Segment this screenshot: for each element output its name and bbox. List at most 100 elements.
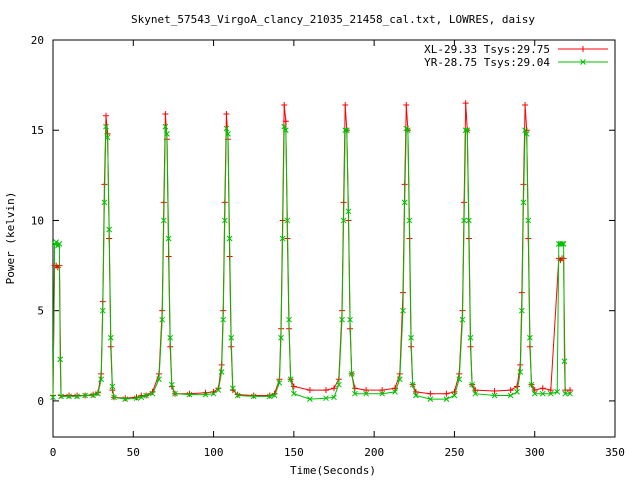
- data-point: [322, 387, 329, 394]
- data-point: [266, 392, 273, 399]
- data-point: [82, 392, 88, 399]
- data-point: [307, 396, 313, 402]
- x-tick-label: 0: [50, 446, 57, 459]
- data-point: [215, 387, 222, 393]
- data-point: [342, 101, 349, 108]
- data-point: [562, 390, 569, 397]
- series-layer: [50, 100, 574, 402]
- x-tick-label: 200: [364, 446, 384, 459]
- data-point: [514, 389, 520, 395]
- data-point: [107, 334, 114, 341]
- data-point: [413, 392, 419, 399]
- data-point: [225, 130, 231, 137]
- data-point: [472, 387, 479, 394]
- data-point: [554, 389, 561, 395]
- data-point: [409, 381, 416, 388]
- data-point: [396, 376, 403, 383]
- data-point: [323, 395, 329, 402]
- data-point: [342, 127, 349, 134]
- legend-label-xl: XL-29.33 Tsys:29.75: [424, 43, 550, 56]
- data-point: [106, 226, 113, 233]
- data-point: [443, 390, 450, 397]
- data-point: [525, 217, 532, 224]
- data-point: [291, 390, 297, 397]
- data-point: [186, 390, 193, 397]
- data-point: [122, 396, 129, 402]
- data-point: [491, 392, 498, 399]
- data-point: [186, 391, 193, 398]
- y-tick-label: 20: [31, 34, 44, 47]
- data-point: [279, 235, 286, 242]
- data-point: [250, 393, 257, 400]
- y-tick-label: 5: [37, 305, 44, 318]
- x-tick-label: 300: [525, 446, 545, 459]
- data-point: [340, 217, 347, 224]
- data-point: [400, 307, 406, 314]
- data-point: [167, 334, 174, 341]
- legend-entry-xl: XL-29.33 Tsys:29.75: [424, 43, 608, 56]
- data-point: [284, 217, 291, 224]
- data-point: [50, 394, 56, 401]
- data-point: [560, 241, 567, 247]
- data-point: [523, 130, 530, 137]
- data-point: [406, 217, 413, 224]
- x-tick-label: 350: [605, 446, 625, 459]
- data-point: [221, 217, 228, 224]
- x-tick-label: 150: [284, 446, 304, 459]
- data-point: [491, 387, 498, 394]
- data-point: [379, 387, 386, 394]
- data-point: [56, 241, 63, 247]
- data-point: [58, 393, 64, 400]
- data-point: [133, 395, 140, 402]
- data-point: [165, 235, 172, 242]
- data-point: [343, 127, 350, 134]
- data-point: [156, 376, 162, 383]
- data-point: [514, 383, 521, 390]
- data-point: [427, 396, 434, 402]
- x-tick-label: 50: [127, 446, 140, 459]
- data-point: [229, 385, 236, 392]
- data-point: [403, 101, 410, 108]
- data-point: [408, 334, 414, 341]
- data-point: [401, 199, 408, 206]
- data-point: [539, 390, 546, 397]
- data-point: [226, 235, 233, 242]
- data-point: [547, 390, 554, 397]
- data-point: [522, 127, 528, 134]
- data-point: [164, 130, 170, 137]
- data-point: [531, 387, 538, 394]
- data-point: [98, 376, 105, 383]
- x-tick-label: 250: [444, 446, 464, 459]
- series-1: [50, 123, 573, 402]
- data-point: [286, 316, 292, 323]
- data-point: [528, 381, 535, 388]
- y-tick-label: 0: [37, 395, 44, 408]
- x-axis-label: Time(Seconds): [290, 464, 376, 477]
- data-point: [464, 127, 471, 134]
- data-point: [567, 387, 574, 394]
- data-point: [282, 118, 289, 125]
- data-point: [507, 392, 514, 399]
- chart-title: Skynet_57543_VirgoA_clancy_21035_21458_c…: [131, 13, 535, 26]
- x-tick-label: 100: [204, 446, 224, 459]
- data-point: [462, 100, 469, 107]
- data-point: [351, 385, 358, 392]
- data-point: [160, 217, 167, 224]
- data-point: [467, 334, 474, 341]
- data-point: [66, 392, 73, 399]
- data-point: [95, 390, 101, 397]
- data-point: [519, 307, 525, 314]
- legend-label-yr: YR-28.75 Tsys:29.04: [424, 56, 550, 69]
- data-point: [456, 376, 463, 383]
- data-point: [266, 393, 273, 400]
- data-point: [451, 392, 458, 399]
- data-point: [122, 395, 129, 402]
- data-point: [74, 392, 81, 399]
- data-point: [547, 387, 554, 394]
- data-point: [443, 396, 450, 402]
- data-point: [363, 390, 369, 397]
- data-point: [392, 385, 399, 392]
- data-point: [104, 134, 111, 141]
- data-point: [520, 199, 527, 206]
